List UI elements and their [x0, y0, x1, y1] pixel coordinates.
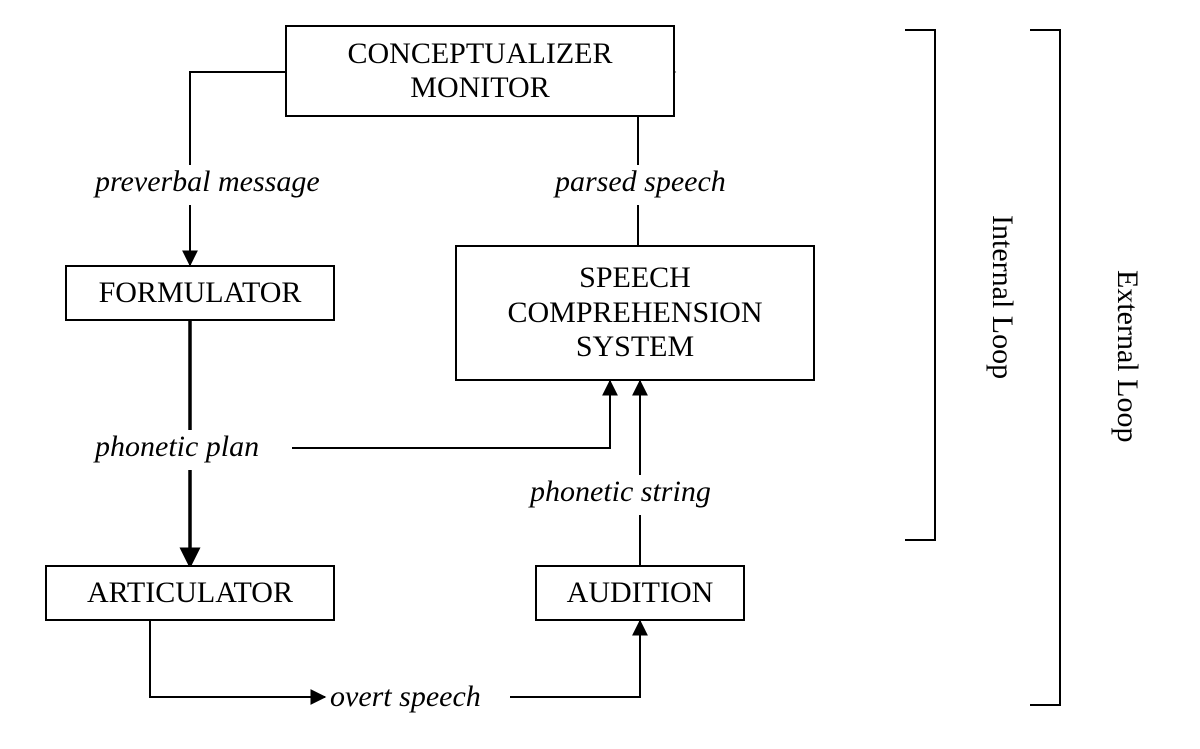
node-articulator: ARTICULATOR: [45, 565, 335, 621]
node-formulator: FORMULATOR: [65, 265, 335, 321]
edge-pplan-to-scs: [292, 381, 610, 448]
label-external-loop: External Loop: [1110, 270, 1144, 442]
node-speech-comprehension-system: SPEECH COMPREHENSION SYSTEM: [455, 245, 815, 381]
label-phonetic-plan: phonetic plan: [95, 430, 259, 464]
edge-articulator-to-overt: [150, 621, 325, 697]
diagram-stage: CONCEPTUALIZER MONITOR FORMULATOR SPEECH…: [0, 0, 1200, 749]
label-overt-speech: overt speech: [330, 680, 481, 714]
node-audition: AUDITION: [535, 565, 745, 621]
bracket-internal-loop: [905, 30, 935, 540]
bracket-external-loop: [1030, 30, 1060, 705]
label-phonetic-string: phonetic string: [530, 475, 711, 509]
label-preverbal-message: preverbal message: [95, 165, 320, 199]
label-parsed-speech: parsed speech: [555, 165, 726, 199]
node-conceptualizer-monitor: CONCEPTUALIZER MONITOR: [285, 25, 675, 117]
edge-conc-to-form-elbow: [190, 72, 285, 165]
edge-overt-to-audition: [510, 621, 640, 697]
label-internal-loop: Internal Loop: [985, 215, 1019, 379]
